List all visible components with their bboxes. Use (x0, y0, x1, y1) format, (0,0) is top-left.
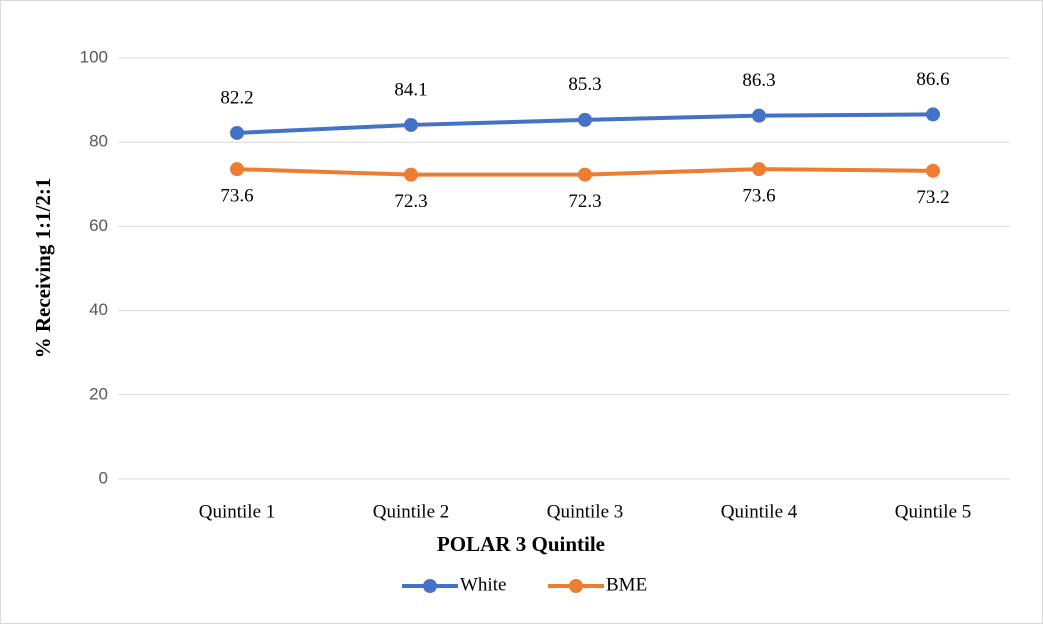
x-tick-label: Quintile 3 (547, 501, 624, 522)
data-point (230, 162, 244, 177)
data-point (752, 108, 766, 123)
data-label: 86.3 (742, 70, 775, 91)
y-axis-label: % Receiving 1:1/2:1 (31, 178, 55, 359)
y-tick-label: 60 (89, 216, 108, 235)
x-axis-label: POLAR 3 Quintile (437, 532, 605, 556)
data-label: 82.2 (220, 87, 253, 108)
data-point (578, 112, 592, 127)
data-point (926, 107, 940, 122)
x-tick-label: Quintile 4 (721, 501, 798, 522)
y-tick-label: 40 (89, 300, 108, 319)
x-tick-label: Quintile 5 (895, 501, 972, 522)
data-point (752, 162, 766, 177)
legend-label: White (460, 574, 506, 595)
y-tick-label: 100 (80, 47, 108, 66)
data-label: 72.3 (568, 191, 601, 212)
data-label: 73.2 (916, 187, 949, 208)
data-point (926, 163, 940, 178)
data-label: 73.6 (220, 186, 253, 207)
x-tick-label: Quintile 2 (373, 501, 450, 522)
legend-marker (569, 579, 583, 593)
data-label: 73.6 (742, 186, 775, 207)
y-tick-label: 20 (89, 384, 108, 403)
x-tick-label: Quintile 1 (199, 501, 276, 522)
y-tick-label: 0 (99, 468, 108, 487)
data-label: 85.3 (568, 74, 601, 95)
data-point (230, 125, 244, 140)
data-point (404, 167, 418, 182)
data-point (404, 117, 418, 132)
data-label: 86.6 (916, 69, 949, 90)
data-point (578, 167, 592, 182)
y-tick-label: 80 (89, 132, 108, 151)
data-label: 84.1 (394, 79, 427, 100)
legend-label: BME (606, 574, 647, 595)
data-label: 72.3 (394, 191, 427, 212)
legend-marker (423, 579, 437, 593)
